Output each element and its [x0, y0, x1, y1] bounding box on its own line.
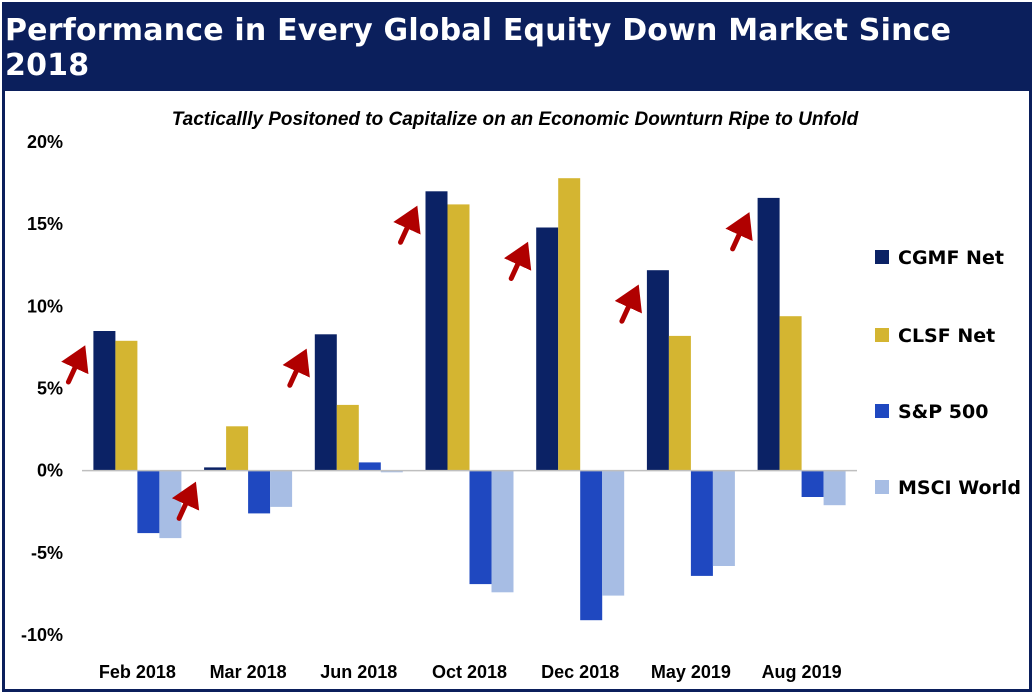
x-tick-label: Oct 2018 [432, 662, 507, 682]
legend-label: MSCI World [898, 477, 1021, 499]
y-tick-label: 20% [27, 132, 63, 152]
bar [757, 197, 780, 471]
y-tick-label: 15% [27, 214, 63, 234]
red-up-arrow-icon [614, 284, 642, 324]
bar [801, 470, 824, 497]
bars [93, 178, 846, 621]
bar [314, 334, 337, 471]
x-tick-label: Dec 2018 [541, 662, 619, 682]
legend-label: CLSF Net [898, 325, 995, 347]
bar [690, 470, 713, 576]
bar [602, 470, 625, 596]
bar [580, 470, 603, 621]
bar [270, 470, 293, 507]
bar [226, 426, 249, 471]
x-tick-label: May 2019 [651, 662, 731, 682]
red-up-arrow-icon [171, 481, 200, 521]
bar-chart: Tacticallly Positoned to Capitalize on a… [21, 109, 1021, 682]
bar [159, 470, 182, 539]
bar [536, 227, 559, 471]
bar [447, 204, 470, 471]
bar [425, 191, 448, 471]
arrows [61, 205, 753, 521]
bar [558, 178, 581, 471]
bar [668, 335, 691, 471]
bar [779, 316, 802, 471]
legend-swatch [875, 328, 889, 342]
x-tick-label: Mar 2018 [210, 662, 287, 682]
y-tick-label: 10% [27, 296, 63, 316]
red-up-arrow-icon [282, 348, 310, 388]
x-axis-labels: Feb 2018 Mar 2018 Jun 2018 Oct 2018 Dec 2018… [99, 662, 842, 682]
legend: CGMF Net CLSF Net S&P 500 MSCI World [875, 247, 1021, 499]
bar [646, 270, 669, 471]
bar [712, 470, 735, 566]
x-tick-label: Feb 2018 [99, 662, 176, 682]
bar [248, 470, 271, 514]
legend-swatch [875, 250, 889, 264]
red-up-arrow-icon [61, 345, 89, 385]
title-banner: Performance in Every Global Equity Down … [5, 5, 1029, 91]
bar [137, 470, 160, 534]
bar [380, 470, 403, 473]
y-tick-label: -10% [21, 625, 63, 645]
legend-label: CGMF Net [898, 247, 1004, 269]
x-tick-label: Jun 2018 [320, 662, 397, 682]
bar [491, 470, 514, 593]
legend-swatch [875, 480, 889, 494]
x-tick-label: Aug 2019 [762, 662, 842, 682]
bar [469, 470, 492, 585]
legend-swatch [875, 404, 889, 418]
bar [204, 467, 227, 471]
bar [93, 331, 116, 471]
bar [115, 340, 138, 471]
legend-label: S&P 500 [898, 401, 988, 423]
red-up-arrow-icon [725, 212, 753, 252]
bar [823, 470, 846, 506]
chart-title: Performance in Every Global Equity Down … [5, 13, 952, 83]
bar [358, 462, 381, 471]
red-up-arrow-icon [503, 241, 532, 281]
red-up-arrow-icon [393, 205, 421, 245]
bar [336, 404, 359, 471]
y-tick-label: -5% [31, 543, 63, 563]
y-axis-labels: 20% 15% 10% 5% 0% -5% -10% [21, 132, 63, 645]
y-tick-label: 5% [37, 379, 63, 399]
y-tick-label: 0% [37, 461, 63, 481]
chart-subtitle: Tacticallly Positoned to Capitalize on a… [172, 109, 859, 130]
